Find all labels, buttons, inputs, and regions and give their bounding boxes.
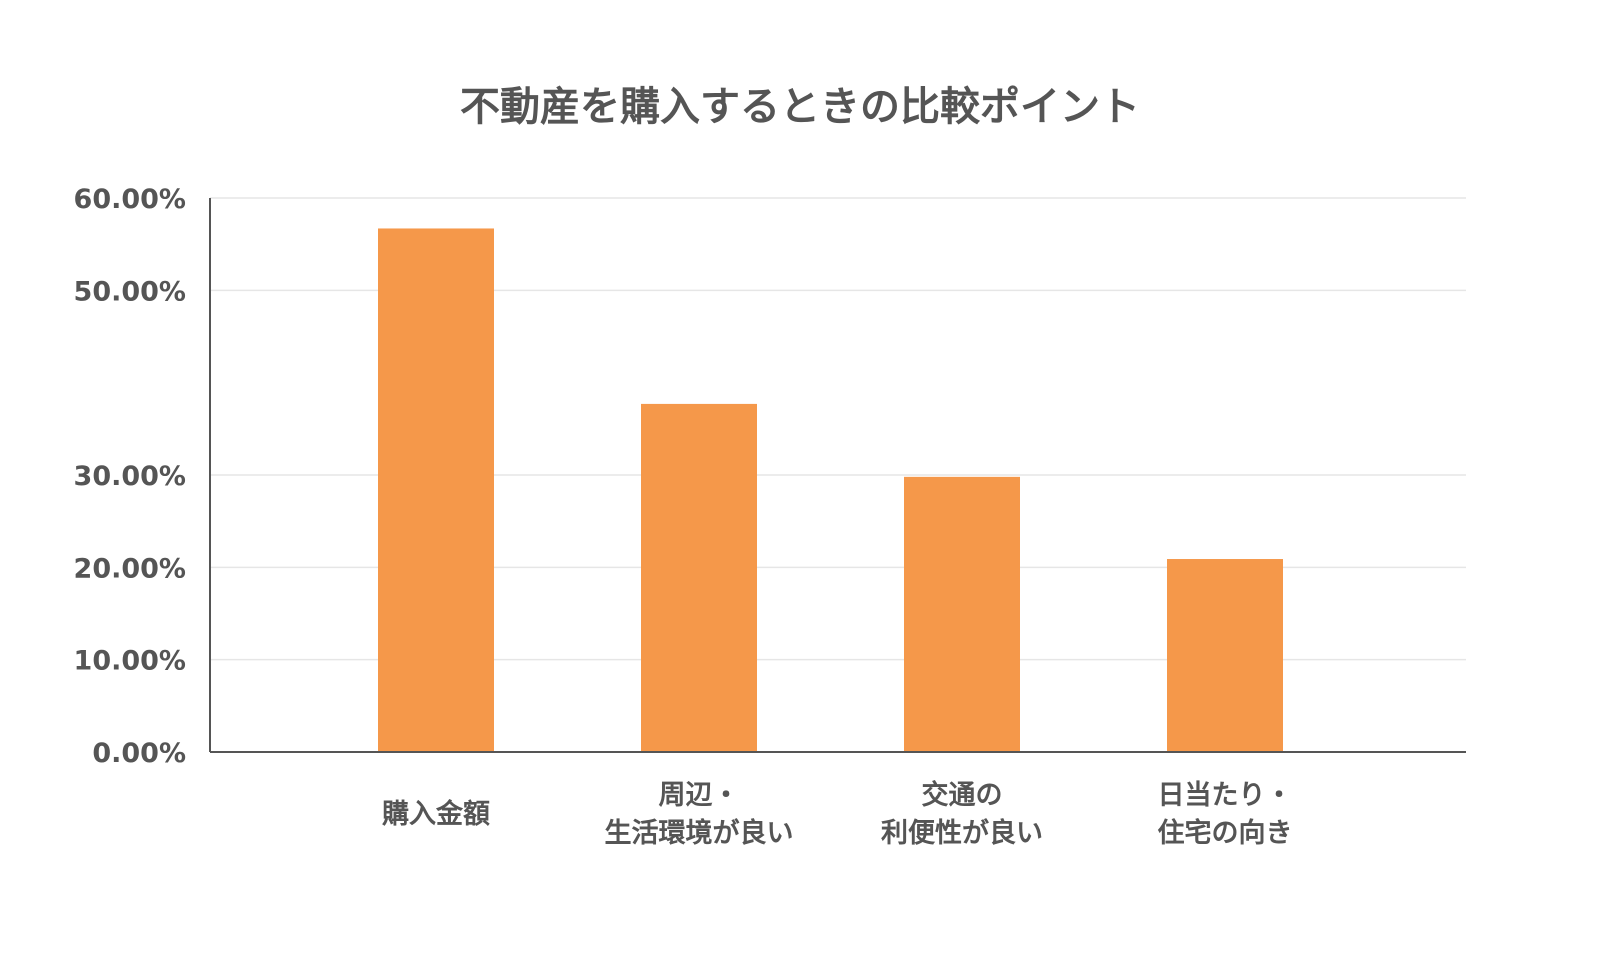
y-tick-label: 0.00%	[92, 738, 186, 769]
bar	[1167, 559, 1283, 752]
y-tick-label: 50.00%	[74, 276, 186, 307]
bar	[641, 403, 757, 752]
y-tick-label: 10.00%	[74, 646, 186, 677]
x-category-label: 利便性が良い	[881, 817, 1043, 849]
axes	[209, 198, 1466, 753]
x-category-label: 生活環境が良い	[605, 817, 794, 849]
y-tick-label: 60.00%	[74, 184, 186, 215]
x-category-label: 交通の	[922, 779, 1003, 811]
x-category-label: 購入金額	[382, 798, 490, 830]
bar	[904, 476, 1020, 752]
y-tick-label: 20.00%	[74, 553, 186, 584]
x-category-label: 住宅の向き	[1158, 817, 1293, 849]
x-category-label: 周辺・	[659, 780, 740, 811]
bar	[378, 228, 494, 753]
bars	[378, 228, 1283, 753]
y-axis-ticks: 0.00% 10.00% 20.00% 30.00% 50.00% 60.00%	[74, 184, 186, 769]
x-category-label: 日当たり・	[1158, 780, 1293, 811]
chart-title: 不動産を購入するときの比較ポイント	[460, 84, 1140, 130]
y-tick-label: 30.00%	[74, 461, 186, 492]
